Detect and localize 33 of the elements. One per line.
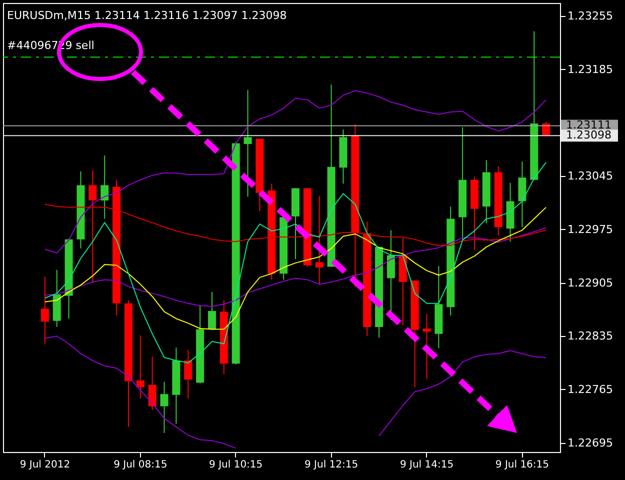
x-tick-label: 9 Jul 12:15	[304, 460, 358, 470]
text: EURUSDm,M15 1.23114 1.23116 1.23097 1.23098	[7, 9, 287, 22]
candlestick	[518, 161, 526, 228]
candlestick	[184, 349, 192, 400]
y-tick-label: 1.23185	[568, 62, 613, 76]
candlestick	[208, 291, 216, 331]
y-tick-label: 1.22975	[568, 222, 613, 236]
line-series	[44, 206, 547, 330]
line-series	[44, 227, 547, 307]
line-series	[44, 204, 547, 246]
candlestick	[40, 276, 49, 344]
candlestick	[315, 195, 324, 285]
x-tick-label: 9 Jul 10:15	[209, 460, 263, 470]
y-tick-label: 1.22905	[568, 276, 613, 290]
y-tick-label: 1.22835	[568, 330, 613, 343]
y-tick-label: 1.22695	[568, 436, 613, 450]
x-tick-label: 9 Jul 08:15	[114, 460, 168, 470]
ref-line-label: 1.23098	[566, 128, 612, 142]
y-tick-label: 1.23255	[568, 9, 613, 22]
candlestick	[88, 169, 97, 283]
x-tick-label: 9 Jul 2012	[20, 460, 70, 470]
candlestick	[136, 334, 144, 400]
candlestick	[160, 381, 168, 434]
y-tick-label: 1.22765	[568, 382, 613, 396]
y-tick-label: 1.23045	[568, 170, 613, 183]
candlestick	[386, 230, 395, 321]
candlestick	[244, 89, 252, 198]
candlestick	[100, 154, 109, 220]
line-series	[44, 90, 547, 254]
candlestick	[148, 356, 156, 411]
x-tick-label: 9 Jul 14:15	[400, 460, 454, 470]
candlestick	[422, 314, 431, 380]
x-tick-label: 9 Jul 16:15	[495, 460, 550, 470]
